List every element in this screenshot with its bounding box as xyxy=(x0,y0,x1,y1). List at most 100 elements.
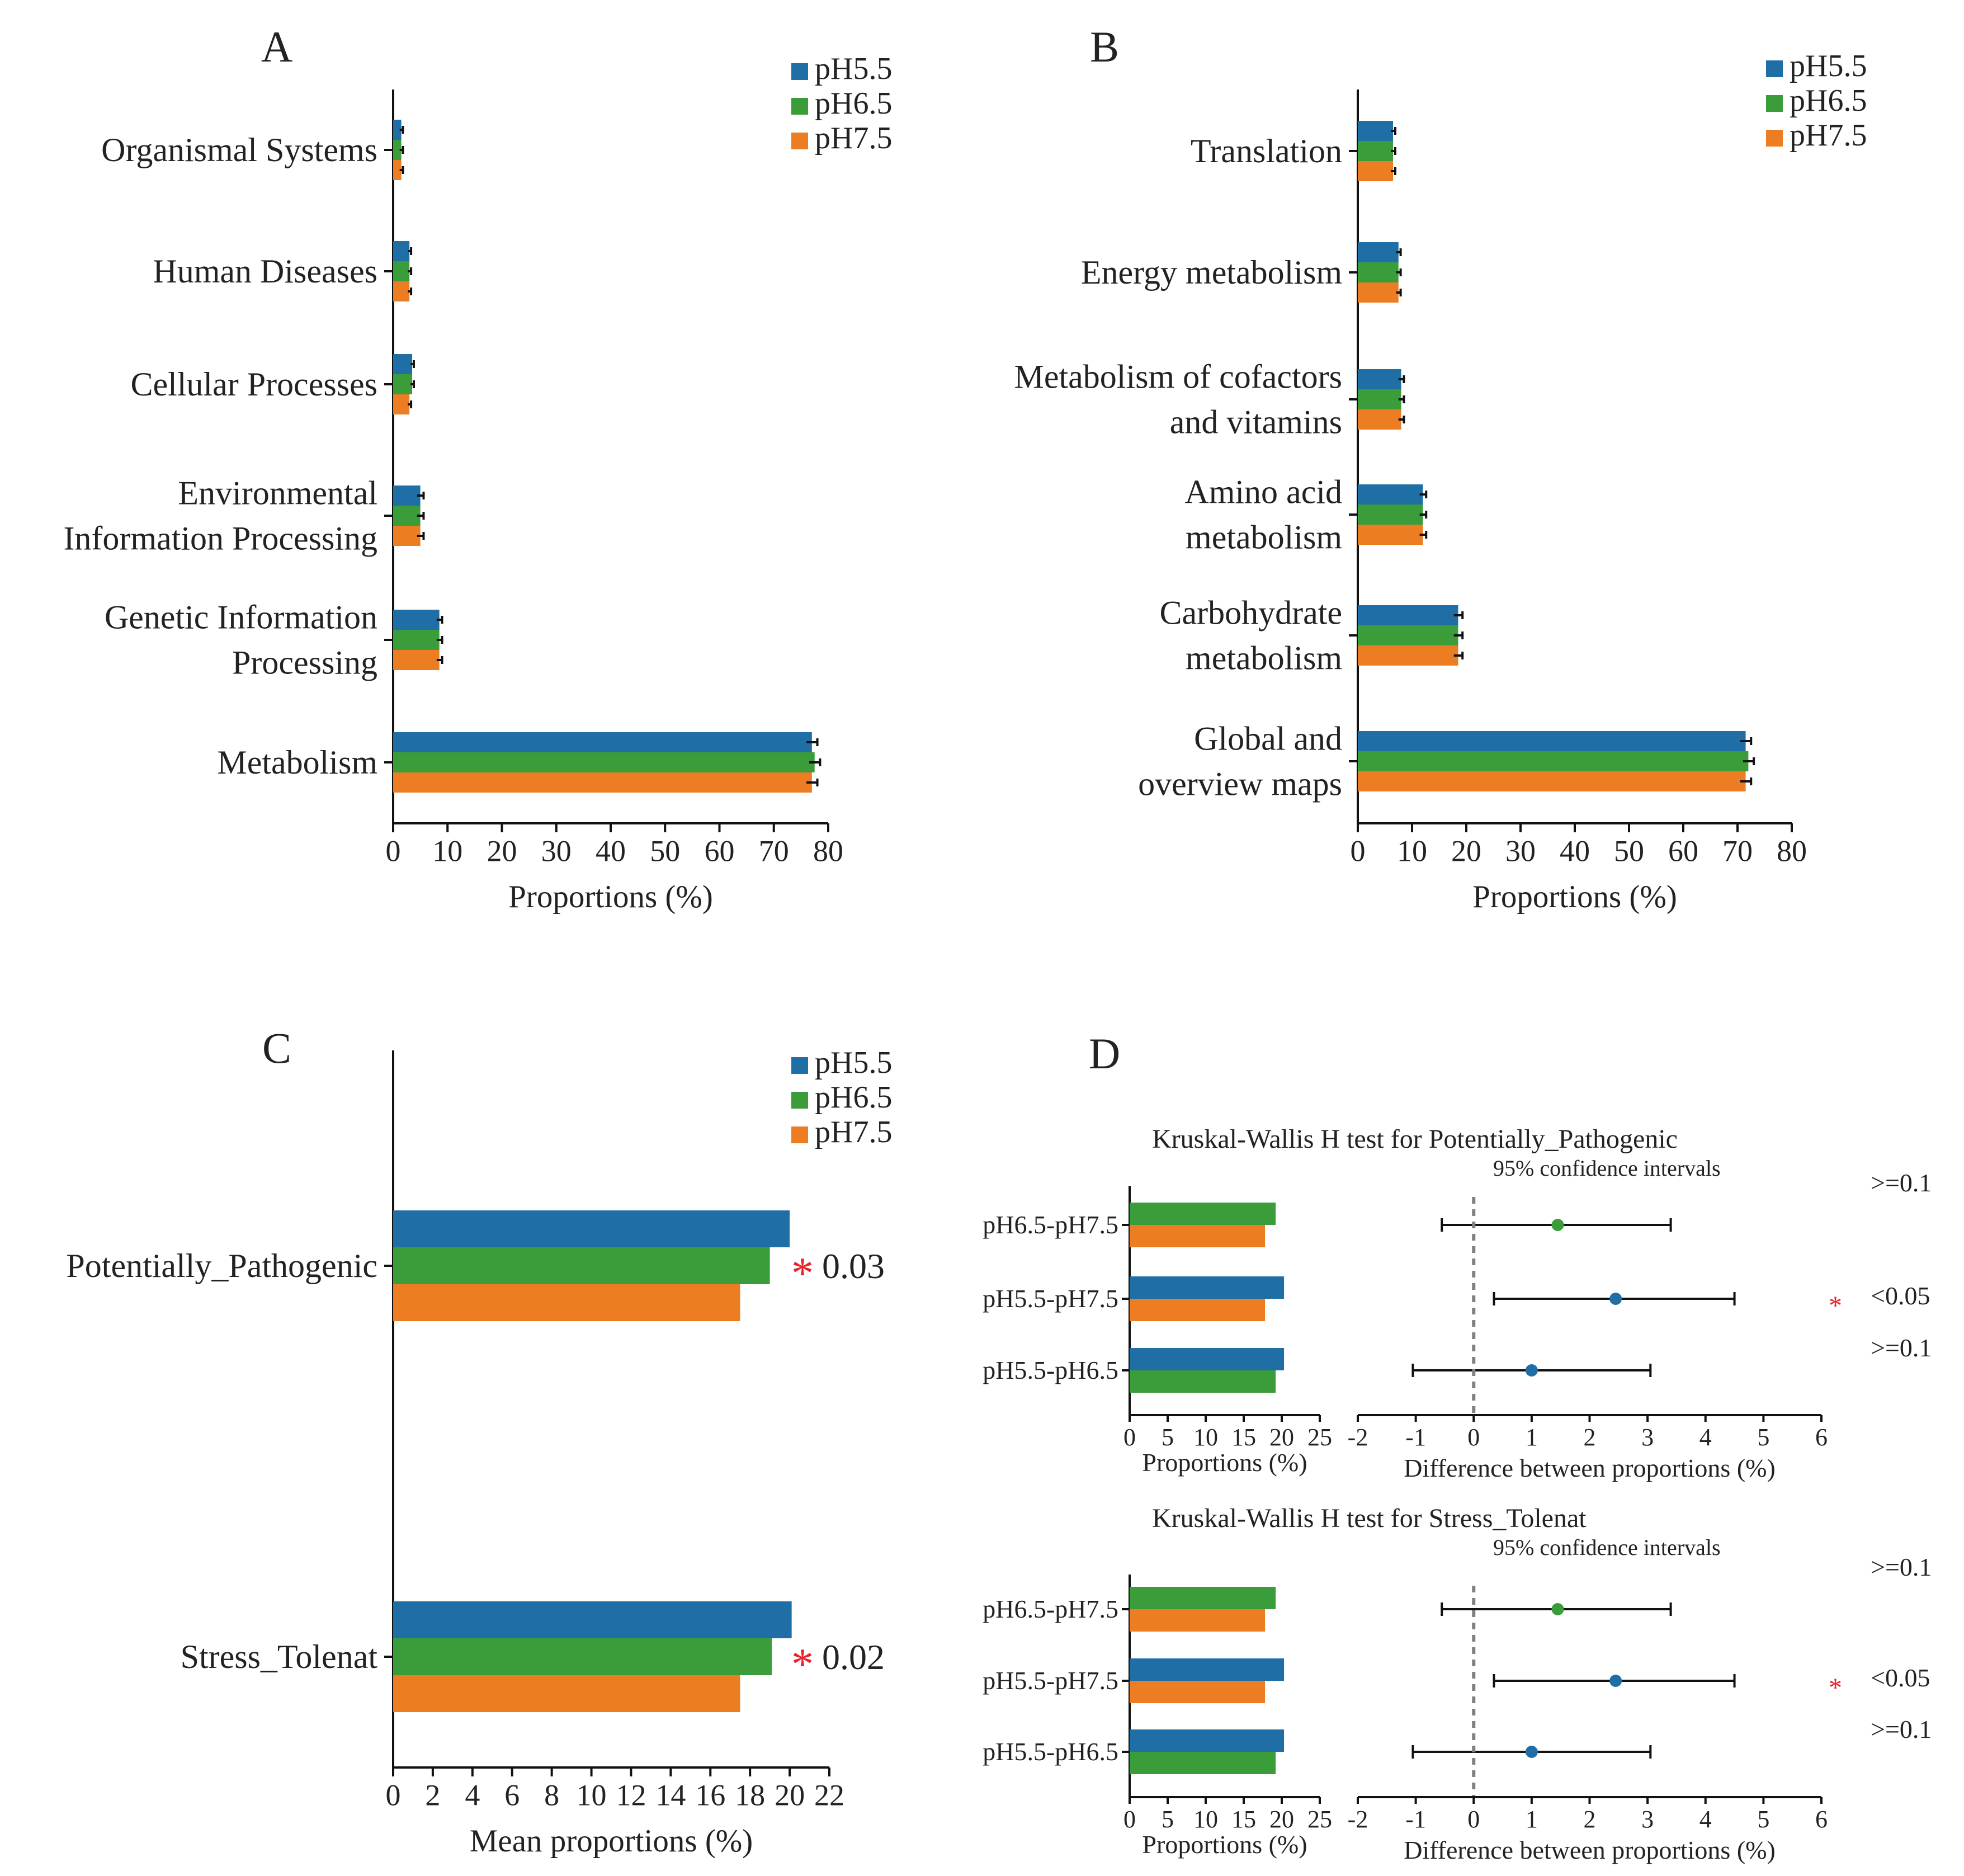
x-tick-label: 50 xyxy=(650,834,680,868)
legend-swatch-ph7-5 xyxy=(791,133,808,149)
bar-x-axis-title: Proportions (%) xyxy=(1142,1830,1307,1859)
x-tick-label: 12 xyxy=(616,1778,646,1812)
x-tick-label: 40 xyxy=(1560,834,1590,868)
bar-ph5-5-ph7-5-ph5-5 xyxy=(1130,1276,1285,1299)
bar-metabolism-ph7-5 xyxy=(393,772,812,793)
x-axis-title: Proportions (%) xyxy=(508,879,713,915)
bar-genetic-information-processing-ph5-5 xyxy=(393,610,440,630)
legend-swatch-ph7-5 xyxy=(1766,130,1783,147)
bar-carbohydrate-metabolism-ph5-5 xyxy=(1358,605,1458,625)
x-tick-label: 6 xyxy=(504,1778,520,1812)
x-tick-label: 5 xyxy=(1757,1424,1769,1451)
x-tick-label: 5 xyxy=(1162,1424,1174,1451)
category-label-metabolism-of-cofactors-and-vitamins: and vitamins xyxy=(1170,403,1342,440)
difference-point-ph5-5-ph7-5 xyxy=(1609,1293,1622,1305)
x-tick-label: 6 xyxy=(1815,1424,1828,1451)
bar-amino-acid-metabolism-ph6-5 xyxy=(1358,505,1423,525)
category-label-stress-tolenat: Stress_Tolenat xyxy=(181,1638,378,1675)
x-tick-label: 50 xyxy=(1614,834,1644,868)
bar-stress-tolenat-ph7-5 xyxy=(393,1675,740,1712)
legend-swatch-ph5-5 xyxy=(791,63,808,80)
bar-stress-tolenat-ph6-5 xyxy=(393,1638,772,1675)
x-tick-label: 25 xyxy=(1307,1424,1332,1451)
significance-star: * xyxy=(791,1640,814,1689)
bar-energy-metabolism-ph6-5 xyxy=(1358,262,1399,282)
x-tick-label: 16 xyxy=(695,1778,725,1812)
legend-label-ph6-5: pH6.5 xyxy=(815,1080,892,1115)
panel-b-chart: Translation Energy metabolism Metabolism o… xyxy=(1014,49,1867,915)
bar-ph5-5-ph6-5-ph5-5 xyxy=(1130,1348,1285,1370)
bar-metabolism-ph5-5 xyxy=(393,732,812,752)
category-label-human-diseases: Human Diseases xyxy=(153,253,377,290)
bar-ph5-5-ph7-5-ph5-5 xyxy=(1130,1658,1285,1681)
category-label-global-and-overview-maps: Global and xyxy=(1194,720,1342,757)
x-tick-label: 3 xyxy=(1641,1806,1654,1833)
x-tick-label: 15 xyxy=(1231,1806,1256,1833)
bar-ph5-5-ph7-5-ph7-5 xyxy=(1130,1681,1266,1703)
ci-label: 95% confidence intervals xyxy=(1493,1156,1721,1181)
difference-point-ph6-5-ph7-5 xyxy=(1551,1219,1564,1231)
x-tick-label: 30 xyxy=(541,834,572,868)
bar-ph6-5-ph7-5-ph6-5 xyxy=(1130,1587,1276,1609)
p-value-stress-tolenat: 0.02 xyxy=(822,1637,885,1677)
x-tick-label: 4 xyxy=(465,1778,480,1812)
bar-metabolism-of-cofactors-and-vitamins-ph5-5 xyxy=(1358,369,1401,389)
x-tick-label: 0 xyxy=(1351,834,1366,868)
bar-cellular-processes-ph5-5 xyxy=(393,354,413,374)
p-label: >=0.1 xyxy=(1871,1168,1932,1197)
comparison-label-ph6-5-ph7-5: pH6.5-pH7.5 xyxy=(983,1210,1118,1239)
x-tick-label: 15 xyxy=(1231,1424,1256,1451)
x-tick-label: 3 xyxy=(1641,1424,1654,1451)
p-label: >=0.1 xyxy=(1871,1715,1932,1743)
p-value-potentially-pathogenic: 0.03 xyxy=(822,1246,885,1286)
category-label-global-and-overview-maps: overview maps xyxy=(1138,765,1342,802)
category-label-amino-acid-metabolism: Amino acid xyxy=(1184,473,1342,510)
bar-amino-acid-metabolism-ph5-5 xyxy=(1358,484,1423,505)
bar-carbohydrate-metabolism-ph7-5 xyxy=(1358,645,1458,666)
legend-label-ph7-5: pH7.5 xyxy=(815,1115,892,1149)
panel-d-chart: Kruskal-Wallis H test for Potentially_Pa… xyxy=(983,1124,1932,1864)
category-label-carbohydrate-metabolism: Carbohydrate xyxy=(1159,594,1342,631)
significance-star: * xyxy=(791,1249,814,1298)
legend-swatch-ph6-5 xyxy=(791,98,808,115)
x-tick-label: 14 xyxy=(655,1778,686,1812)
test-title: Kruskal-Wallis H test for Stress_Tolenat xyxy=(1152,1503,1587,1533)
x-tick-label: 22 xyxy=(814,1778,844,1812)
panel-label-a: A xyxy=(261,22,292,71)
bar-cellular-processes-ph6-5 xyxy=(393,374,413,394)
x-tick-label: 10 xyxy=(1397,834,1427,868)
bar-translation-ph6-5 xyxy=(1358,141,1394,161)
bar-ph5-5-ph6-5-ph6-5 xyxy=(1130,1370,1276,1393)
legend-label-ph5-5: pH5.5 xyxy=(815,51,892,86)
bar-organismal-systems-ph5-5 xyxy=(393,120,402,140)
panel-label-b: B xyxy=(1090,22,1119,71)
p-label: >=0.1 xyxy=(1871,1553,1932,1581)
category-label-environmental-information-processing: Information Processing xyxy=(63,520,377,557)
x-tick-label: 0 xyxy=(1467,1806,1480,1833)
x-tick-label: 5 xyxy=(1162,1806,1174,1833)
significance-star: * xyxy=(1829,1673,1842,1703)
panel-label-c: C xyxy=(262,1024,291,1072)
comparison-label-ph5-5-ph7-5: pH5.5-pH7.5 xyxy=(983,1284,1118,1313)
bar-energy-metabolism-ph7-5 xyxy=(1358,282,1399,303)
bar-ph6-5-ph7-5-ph6-5 xyxy=(1130,1203,1276,1225)
x-tick-label: 20 xyxy=(1451,834,1481,868)
diff-x-axis-title: Difference between proportions (%) xyxy=(1404,1454,1776,1482)
bar-global-and-overview-maps-ph5-5 xyxy=(1358,731,1746,751)
bar-metabolism-of-cofactors-and-vitamins-ph6-5 xyxy=(1358,389,1401,409)
x-tick-label: 2 xyxy=(1584,1424,1596,1451)
difference-point-ph6-5-ph7-5 xyxy=(1551,1603,1564,1615)
category-label-carbohydrate-metabolism: metabolism xyxy=(1186,639,1342,676)
x-tick-label: 10 xyxy=(432,834,462,868)
x-tick-label: -2 xyxy=(1348,1424,1368,1451)
bar-global-and-overview-maps-ph7-5 xyxy=(1358,771,1746,791)
category-label-genetic-information-processing: Genetic Information xyxy=(105,598,377,635)
x-tick-label: 20 xyxy=(1269,1424,1294,1451)
bar-organismal-systems-ph7-5 xyxy=(393,160,402,180)
bar-environmental-information-processing-ph7-5 xyxy=(393,526,421,546)
bar-ph5-5-ph6-5-ph5-5 xyxy=(1130,1729,1285,1752)
comparison-label-ph6-5-ph7-5: pH6.5-pH7.5 xyxy=(983,1595,1118,1623)
category-label-environmental-information-processing: Environmental xyxy=(178,474,377,511)
category-label-potentially-pathogenic: Potentially_Pathogenic xyxy=(66,1247,377,1284)
